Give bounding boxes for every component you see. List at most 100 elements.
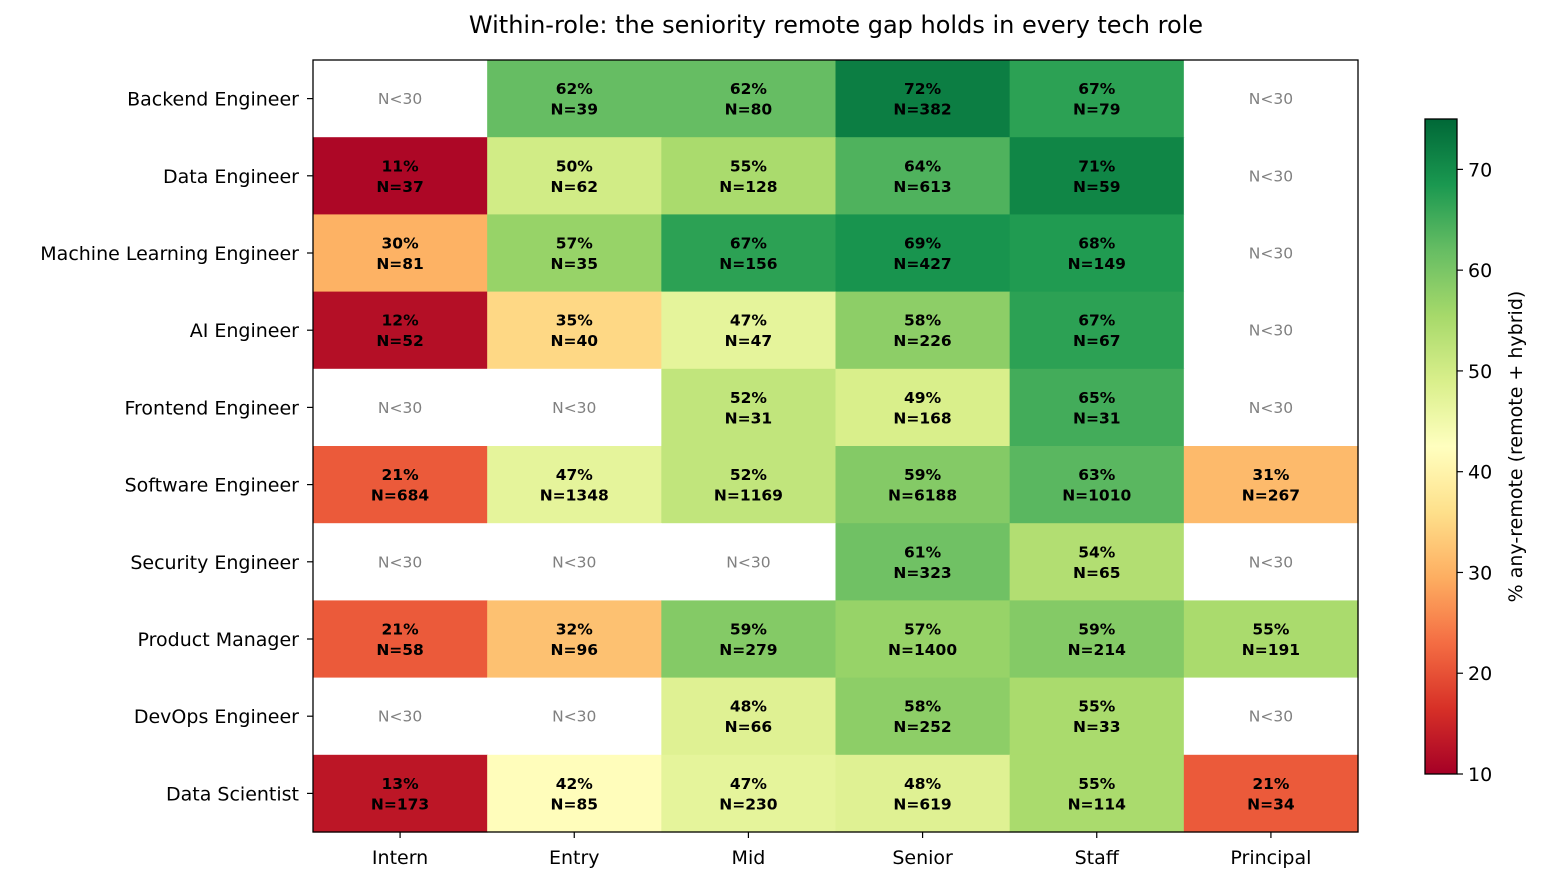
cell-percent-label: 21% bbox=[1252, 775, 1290, 793]
cell-percent-label: 63% bbox=[1078, 466, 1116, 484]
colorbar-tick-label: 70 bbox=[1468, 159, 1492, 181]
colorbar-tick-label: 30 bbox=[1468, 562, 1492, 584]
cell-count-label: N=1400 bbox=[888, 641, 957, 659]
heatmap-cell bbox=[835, 677, 1011, 756]
colorbar-tick-label: 50 bbox=[1468, 361, 1492, 383]
colorbar-tick-label: 60 bbox=[1468, 260, 1492, 282]
cell-percent-label: 57% bbox=[904, 621, 942, 639]
colorbar-label: % any-remote (remote + hybrid) bbox=[1505, 291, 1527, 603]
cell-percent-label: 67% bbox=[730, 235, 768, 253]
heatmap-cell bbox=[661, 677, 837, 756]
cell-missing-label: N<30 bbox=[1249, 399, 1293, 417]
cell-count-label: N=52 bbox=[376, 332, 424, 350]
cell-missing-label: N<30 bbox=[552, 708, 596, 726]
cell-missing-label: N<30 bbox=[1249, 553, 1293, 571]
heatmap-cell bbox=[661, 446, 837, 524]
cell-missing-label: N<30 bbox=[378, 90, 422, 108]
cell-percent-label: 55% bbox=[730, 157, 768, 175]
cell-percent-label: 72% bbox=[904, 80, 942, 98]
heatmap-cell bbox=[487, 677, 662, 756]
cell-count-label: N=173 bbox=[371, 795, 429, 813]
cell-percent-label: 49% bbox=[904, 389, 942, 407]
heatmap-cell bbox=[1183, 291, 1359, 370]
cell-percent-label: 58% bbox=[904, 698, 942, 716]
heatmap-cell bbox=[1183, 368, 1359, 447]
cell-percent-label: 55% bbox=[1252, 621, 1290, 639]
heatmap-cell bbox=[661, 60, 837, 138]
cell-percent-label: 61% bbox=[904, 543, 942, 561]
cell-count-label: N=168 bbox=[893, 409, 951, 427]
heatmap-cell bbox=[313, 754, 488, 833]
cell-percent-label: 42% bbox=[556, 775, 594, 793]
heatmap-cell bbox=[661, 600, 837, 679]
cell-count-label: N=128 bbox=[719, 178, 777, 196]
cell-percent-label: 21% bbox=[382, 621, 420, 639]
cell-percent-label: 48% bbox=[904, 775, 942, 793]
heatmap-cell bbox=[313, 446, 488, 524]
cell-count-label: N=58 bbox=[376, 641, 424, 659]
heatmap-cell bbox=[1009, 214, 1185, 293]
heatmap-cell bbox=[313, 368, 488, 447]
cell-percent-label: 52% bbox=[730, 389, 768, 407]
heatmap-cell bbox=[1183, 523, 1359, 601]
heatmap-cell bbox=[487, 60, 662, 138]
cell-count-label: N=230 bbox=[719, 795, 778, 813]
cell-count-label: N=149 bbox=[1068, 255, 1126, 273]
cell-percent-label: 35% bbox=[556, 312, 594, 330]
heatmap-cell bbox=[661, 368, 837, 447]
y-tick-label: Backend Engineer bbox=[127, 89, 299, 111]
cell-count-label: N=1010 bbox=[1062, 487, 1131, 505]
heatmap-cell bbox=[661, 137, 837, 215]
cell-percent-label: 13% bbox=[382, 775, 420, 793]
heatmap-cell bbox=[1183, 446, 1359, 524]
heatmap-cell bbox=[313, 291, 488, 370]
cell-percent-label: 62% bbox=[730, 80, 768, 98]
cell-percent-label: 59% bbox=[904, 466, 942, 484]
heatmap-cell bbox=[1009, 677, 1185, 756]
cell-missing-label: N<30 bbox=[726, 553, 770, 571]
colorbar-tick-label: 20 bbox=[1468, 663, 1492, 685]
cell-missing-label: N<30 bbox=[1249, 708, 1293, 726]
heatmap-cell bbox=[487, 368, 662, 447]
heatmap-cell bbox=[835, 446, 1011, 524]
heatmap-cell bbox=[1009, 600, 1185, 679]
cell-percent-label: 21% bbox=[382, 466, 420, 484]
heatmap-cell bbox=[313, 600, 488, 679]
heatmap-cell bbox=[1009, 368, 1185, 447]
colorbar-gradient bbox=[1424, 118, 1458, 775]
heatmap-cell bbox=[1183, 600, 1359, 679]
y-tick-label: DevOps Engineer bbox=[134, 706, 299, 728]
heatmap-cell bbox=[661, 754, 837, 833]
x-tick-label: Principal bbox=[1230, 847, 1311, 869]
heatmap-cell bbox=[313, 523, 488, 601]
cell-percent-label: 59% bbox=[730, 621, 768, 639]
cell-count-label: N=226 bbox=[893, 332, 951, 350]
cell-count-label: N=33 bbox=[1073, 718, 1121, 736]
cell-percent-label: 55% bbox=[1078, 698, 1116, 716]
heatmap-cell bbox=[487, 214, 662, 293]
cell-percent-label: 11% bbox=[382, 157, 420, 175]
cell-percent-label: 30% bbox=[382, 235, 420, 253]
cell-percent-label: 48% bbox=[730, 698, 768, 716]
cell-percent-label: 47% bbox=[556, 466, 594, 484]
cell-percent-label: 59% bbox=[1078, 621, 1116, 639]
cell-percent-label: 52% bbox=[730, 466, 768, 484]
cell-percent-label: 32% bbox=[556, 621, 594, 639]
plot-frame bbox=[312, 59, 1359, 833]
cell-count-label: N=34 bbox=[1247, 795, 1295, 813]
cell-count-label: N=96 bbox=[550, 641, 598, 659]
cell-labels: N<30 62% N=39 62% N=80 72% N=382 67% N=79 N<30 11%… bbox=[371, 80, 1300, 813]
cell-count-label: N=1348 bbox=[540, 487, 609, 505]
cell-missing-label: N<30 bbox=[1249, 167, 1293, 185]
heatmap-cell bbox=[835, 368, 1011, 447]
heatmap-cell bbox=[835, 523, 1011, 601]
cell-count-label: N=114 bbox=[1068, 795, 1127, 813]
cell-percent-label: 12% bbox=[382, 312, 420, 330]
heatmap-cell bbox=[1183, 60, 1359, 138]
chart-title: Within-role: the seniority remote gap ho… bbox=[469, 11, 1203, 39]
cell-missing-label: N<30 bbox=[552, 399, 596, 417]
cell-percent-label: 64% bbox=[904, 157, 942, 175]
cell-percent-label: 47% bbox=[730, 312, 768, 330]
heatmap-cells bbox=[313, 60, 1359, 833]
